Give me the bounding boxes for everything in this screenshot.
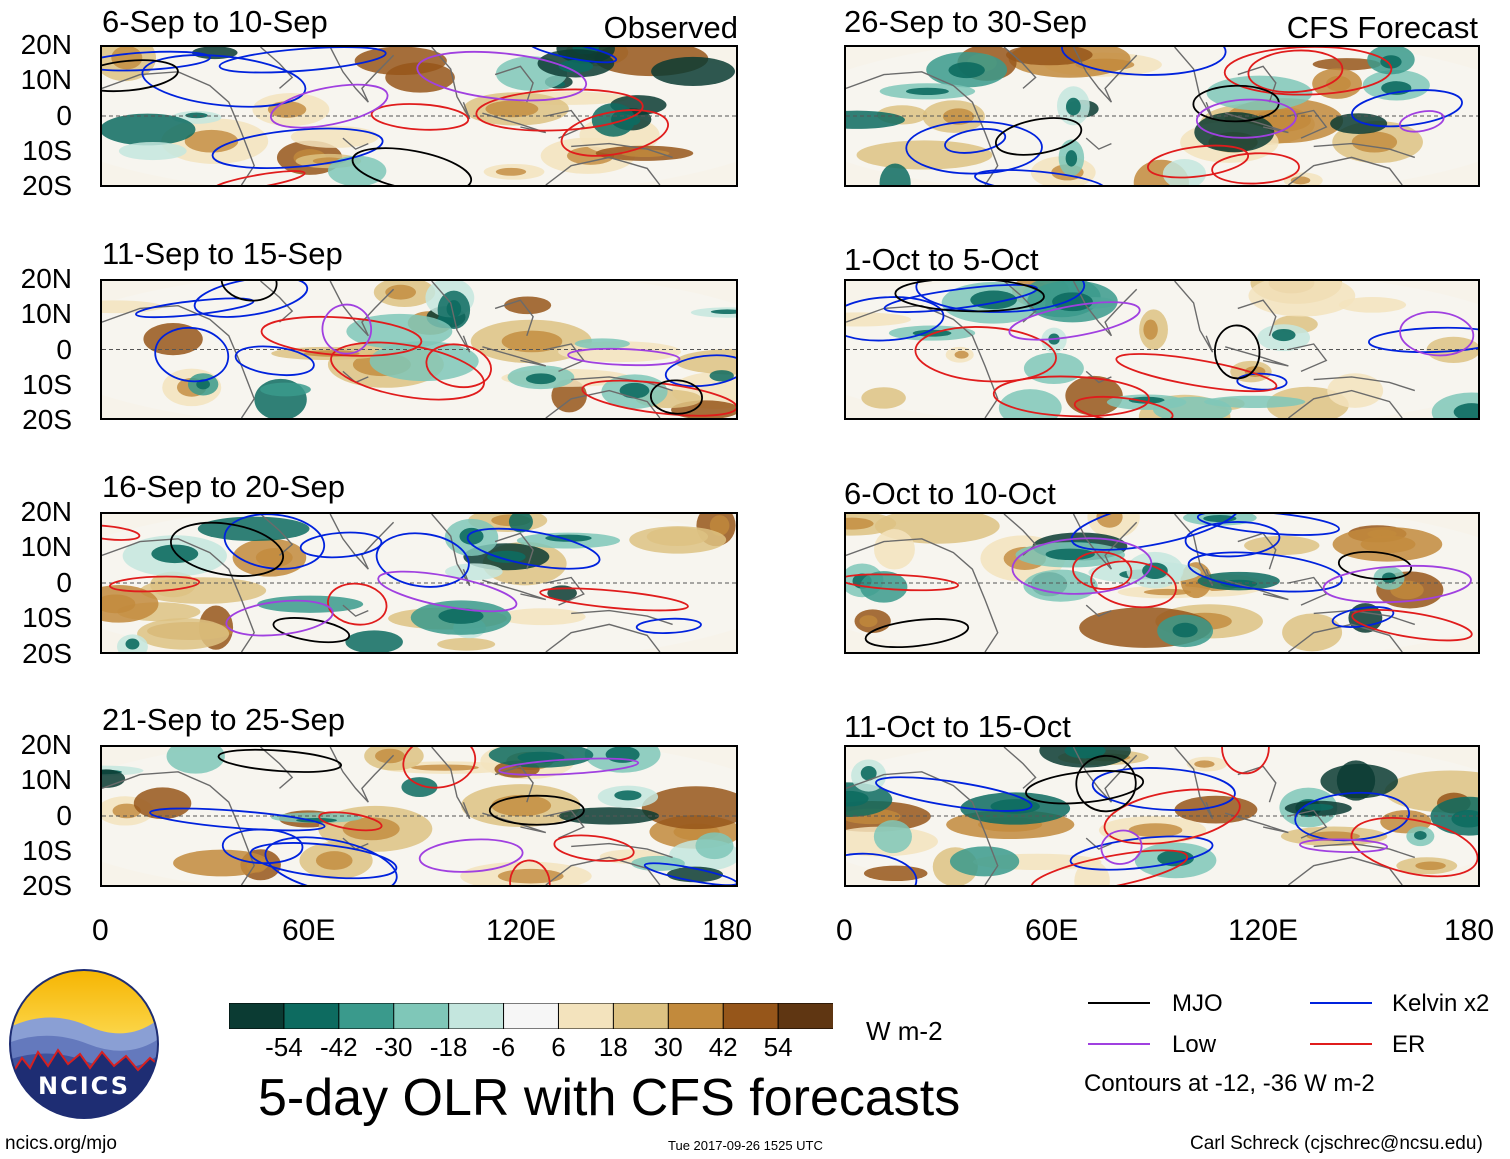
lat-label: 10N [20,531,72,562]
lat-label: 10N [20,764,72,795]
panel-title-right-2: 1-Oct to 5-Oct [844,242,1039,277]
colorbar-swatch [667,1002,725,1030]
lat-label: 20S [22,870,72,901]
colorbar-tick-label: -30 [374,1032,413,1062]
colorbar-tick-label: -6 [491,1032,516,1062]
lon-label: 120E [486,914,557,947]
map-panel-left-4 [100,745,738,887]
lon-label: 60E [282,914,336,947]
legend-label-kelvin: Kelvin x2 [1392,990,1490,1017]
logo-text: NCICS [38,1072,130,1100]
olr-anomaly-field [102,281,736,418]
lat-label: 0 [56,800,72,831]
map-panel-left-3 [100,512,738,654]
lat-label: 20S [22,638,72,669]
legend-label-mjo: MJO [1172,990,1223,1017]
colorbar-tick-label: -54 [265,1032,303,1062]
lat-label: 20N [20,263,72,294]
colorbar-swatch [777,1002,835,1030]
colorbar-swatch [612,1002,670,1030]
panel-title-right-4: 11-Oct to 15-Oct [844,709,1071,744]
lat-label: 10S [22,602,72,633]
lat-label: 20N [20,496,72,527]
panel-title-left-1: 6-Sep to 10-Sep [102,4,328,39]
colorbar-swatch [338,1002,395,1030]
lon-label: 60E [1025,914,1079,947]
map-panel-left-1 [100,45,738,187]
lat-label: 0 [56,567,72,598]
lat-label: 0 [56,100,72,131]
figure-title: 5-day OLR with CFS forecasts [258,1069,961,1127]
observed-label: Observed [603,10,738,45]
lat-label: 10S [22,835,72,866]
colorbar-tick-label: 42 [708,1032,738,1062]
lon-label: 180 [702,914,753,947]
olr-anomaly-field [846,747,1478,885]
legend-label-low: Low [1172,1031,1217,1058]
cfs-forecast-label: CFS Forecast [1286,10,1478,45]
colorbar-tick-label: -42 [320,1032,358,1062]
source-url: ncics.org/mjo [5,1133,117,1154]
lat-label: 10S [22,135,72,166]
olr-anomaly-field [846,47,1478,185]
olr-anomaly-field [102,47,736,185]
lon-label: 120E [1228,914,1299,947]
olr-anomaly-field [846,281,1478,418]
colorbar-units: W m-2 [866,1016,943,1046]
colorbar-swatch [557,1002,615,1030]
colorbar-swatch [283,1002,340,1030]
colorbar-swatch [228,1002,285,1030]
colorbar-tick-label: 18 [598,1032,628,1062]
colorbar-swatch [393,1002,450,1030]
colorbar-tick-label: 6 [551,1032,566,1062]
ncics-logo: NCICS [8,968,160,1120]
timestamp: Tue 2017-09-26 1525 UTC [668,1138,823,1153]
olr-anomaly-field [102,514,736,652]
colorbar-tick-label: -18 [429,1032,468,1062]
colorbar-swatch [722,1002,780,1030]
panel-title-left-4: 21-Sep to 25-Sep [102,702,346,737]
lat-label: 10S [22,369,72,400]
map-panel-right-4 [844,745,1480,887]
colorbar-tick-label: 30 [653,1032,683,1062]
legend-label-er: ER [1392,1031,1426,1058]
lon-label: 0 [836,914,853,947]
lat-label: 20S [22,170,72,201]
colorbar-swatch [503,1002,560,1030]
lon-label: 0 [92,914,109,947]
author-credit: Carl Schreck (cjschrec@ncsu.edu) [1190,1133,1483,1154]
lat-label: 10N [20,298,72,329]
panel-title-left-3: 16-Sep to 20-Sep [102,469,346,504]
colorbar [228,1002,835,1030]
lat-label: 20S [22,404,72,435]
lon-label: 180 [1444,914,1495,947]
legend-note: Contours at -12, -36 W m-2 [1084,1070,1375,1097]
map-panel-right-3 [844,512,1480,654]
lat-label: 20N [20,729,72,760]
lat-label: 10N [20,64,72,95]
map-panel-right-2 [844,279,1480,420]
panel-title-left-2: 11-Sep to 15-Sep [102,236,343,271]
map-panel-right-1 [844,45,1480,187]
lat-label: 0 [56,334,72,365]
panel-title-right-1: 26-Sep to 30-Sep [844,4,1088,39]
panel-title-right-3: 6-Oct to 10-Oct [844,476,1056,511]
olr-anomaly-field [846,514,1478,652]
colorbar-swatch [448,1002,505,1030]
lat-label: 20N [20,29,72,60]
map-panel-left-2 [100,279,738,420]
colorbar-tick-label: 54 [763,1032,793,1062]
olr-anomaly-field [102,747,736,885]
